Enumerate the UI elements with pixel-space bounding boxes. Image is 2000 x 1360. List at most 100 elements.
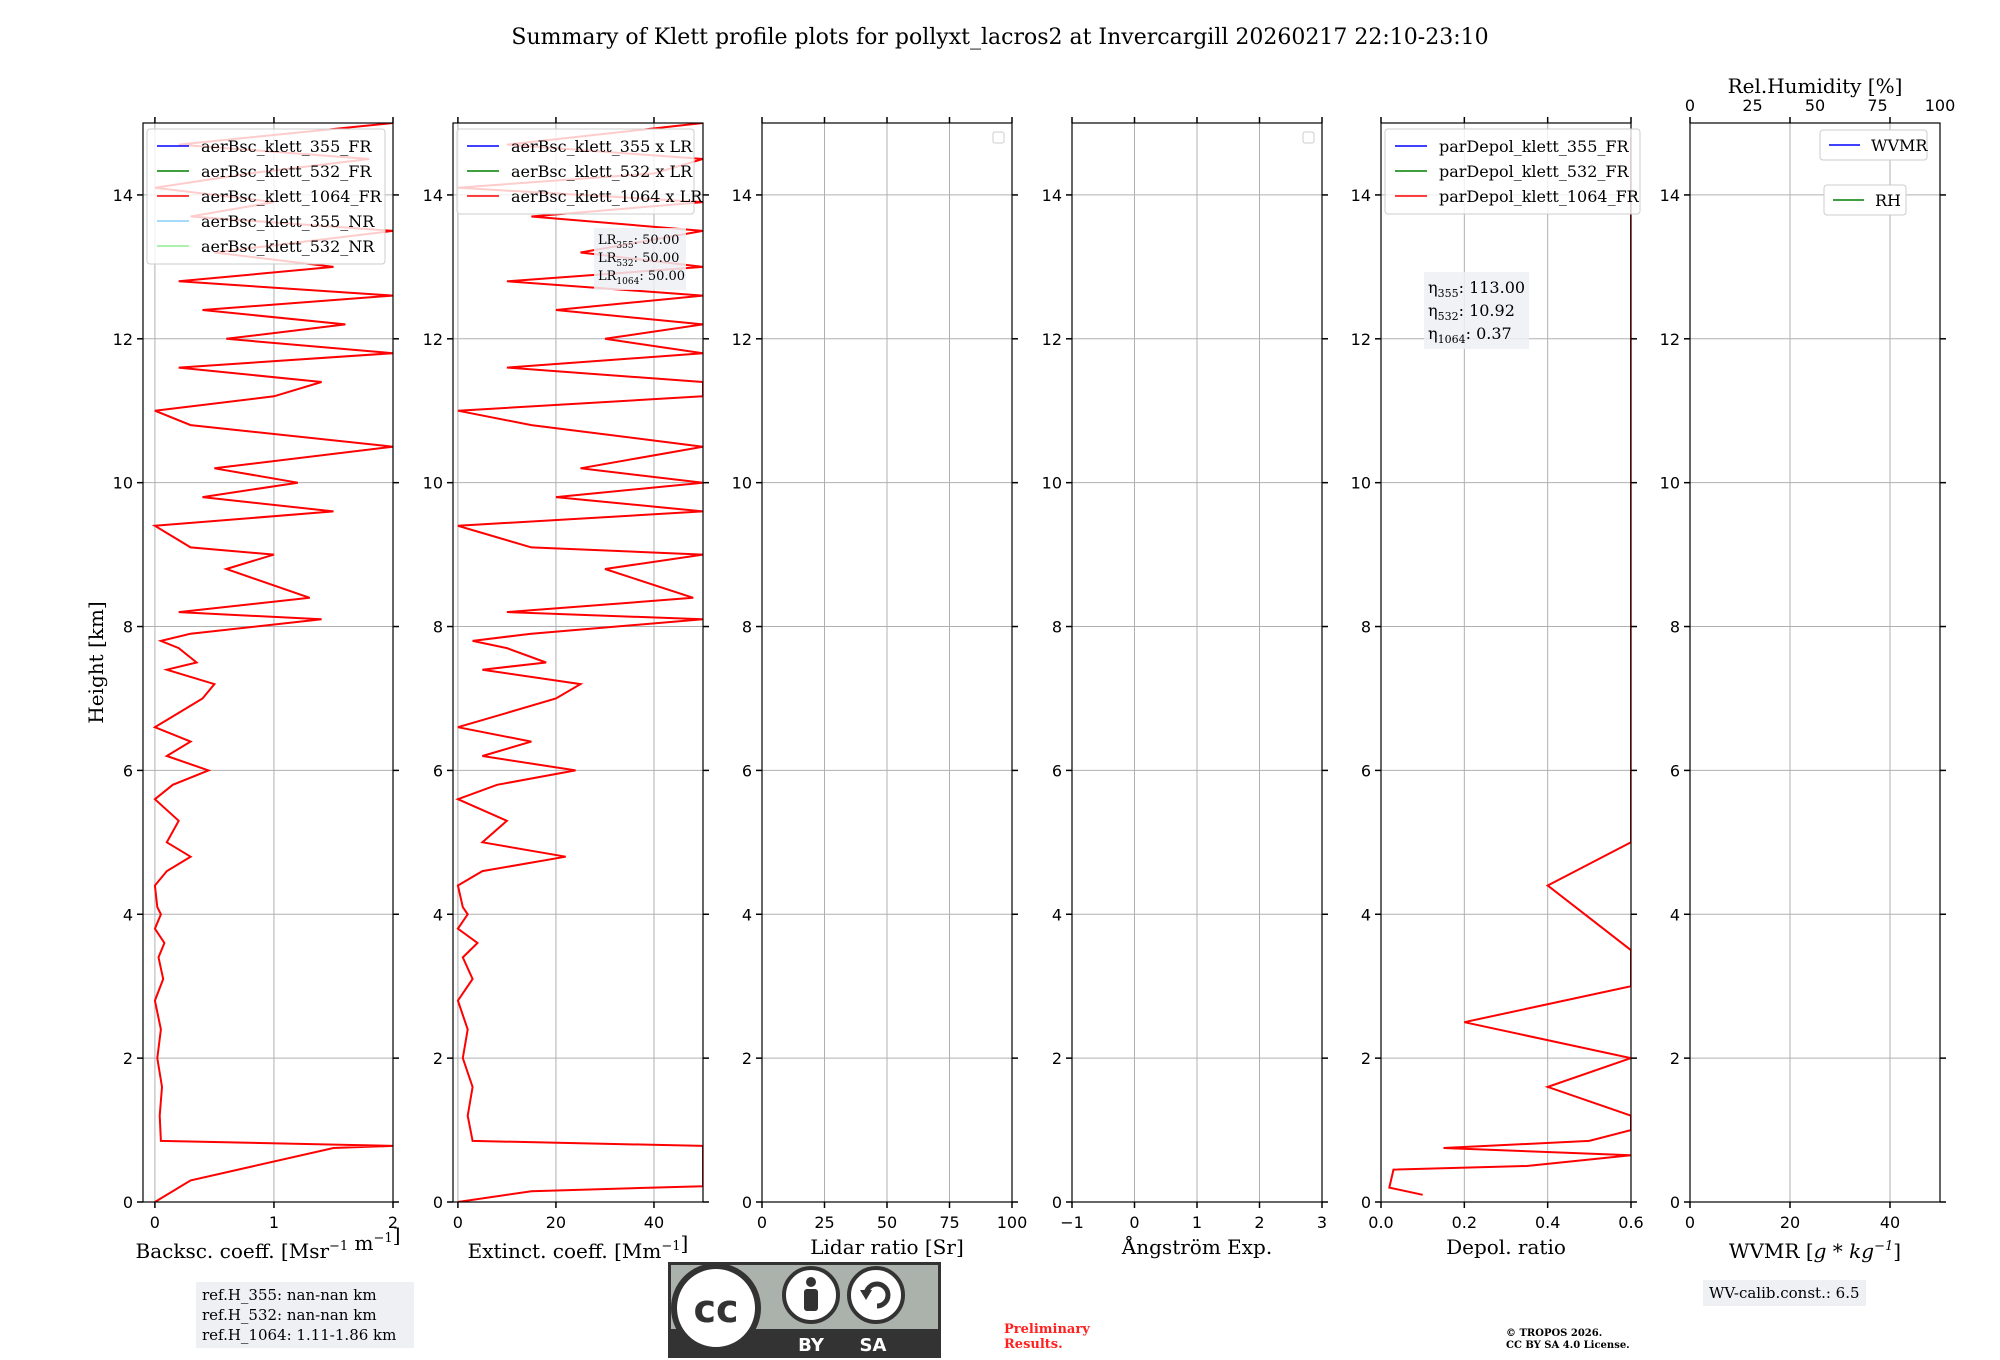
legend-frame xyxy=(146,128,386,265)
y-tick-label: 8 xyxy=(123,618,133,637)
y-tick-label: 12 xyxy=(1351,330,1371,349)
y-tick-label: 12 xyxy=(1042,330,1062,349)
y-tick-label: 2 xyxy=(433,1049,443,1068)
y-tick-label: 4 xyxy=(1670,905,1680,924)
y-tick-label: 2 xyxy=(1670,1049,1680,1068)
x-axis-label: WVMR [g * kg−1] xyxy=(1729,1239,1901,1263)
y-tick-label: 6 xyxy=(1361,761,1371,780)
copyright-note: © TROPOS 2026. CC BY SA 4.0 License. xyxy=(1506,1328,1630,1352)
y-tick-label: 6 xyxy=(742,761,752,780)
series-line-parDepol_klett_1064_FR xyxy=(1388,137,1631,1196)
y-tick-label: 8 xyxy=(1670,618,1680,637)
legend-frame xyxy=(1384,128,1641,215)
legend-frame xyxy=(1819,129,1928,161)
annotation-frame xyxy=(1424,272,1529,349)
badge-sa-text: SA xyxy=(860,1335,887,1356)
legend: parDepol_klett_355_FR parDepol_klett_532_… xyxy=(1384,128,1641,215)
legend-entry-label: aerBsc_klett_355_NR xyxy=(201,212,375,231)
x-tick-label: 0.2 xyxy=(1452,1213,1477,1232)
y-tick-label: 10 xyxy=(1042,474,1062,493)
y-tick-label: 0 xyxy=(742,1193,752,1212)
y-tick-label: 2 xyxy=(123,1049,133,1068)
secondary-x-tick-label: 100 xyxy=(1925,96,1956,115)
ref-height-532: ref.H_532: nan-nan km xyxy=(202,1306,377,1324)
y-tick-label: 6 xyxy=(1670,761,1680,780)
axes-frame xyxy=(1380,122,1632,1203)
empty-legend-box xyxy=(992,131,1005,144)
axes-frame xyxy=(1689,122,1941,1203)
panel-depol: 0.0 0.2 0.4 0.6 0 2 4 6 8 10 12 14 Depol. ratio parDe… xyxy=(1351,117,1644,1259)
cc-logo-text: cc xyxy=(693,1287,738,1331)
y-tick-label: 6 xyxy=(123,761,133,780)
figure-title: Summary of Klett profile plots for polly… xyxy=(511,25,1488,50)
empty-legend-box xyxy=(1302,131,1315,144)
legend-entry-label: parDepol_klett_355_FR xyxy=(1439,137,1630,156)
x-tick-label: 40 xyxy=(644,1213,664,1232)
y-tick-label: 14 xyxy=(732,186,752,205)
series-line-aerBsc_klett_1064_FR xyxy=(151,123,393,1202)
y-tick-label: 4 xyxy=(1361,905,1371,924)
share-alike-arrow-icon xyxy=(863,1281,891,1309)
legend-entry-label: aerBsc_klett_532_FR xyxy=(201,162,372,181)
y-tick-label: 8 xyxy=(1361,618,1371,637)
y-tick-label: 14 xyxy=(423,186,443,205)
share-alike-icon xyxy=(847,1266,905,1324)
y-tick-label: 4 xyxy=(123,905,133,924)
x-tick-label: 75 xyxy=(939,1213,959,1232)
x-tick-label: 0 xyxy=(453,1213,463,1232)
panel-lidar-ratio: 0 25 50 75 100 0 2 4 6 8 10 12 14 Lidar ratio [Sr] xyxy=(732,117,1027,1259)
copyright-line-2: CC BY SA 4.0 License. xyxy=(1506,1340,1630,1351)
series-line-aerBsc_klett_1064 x LR xyxy=(455,123,703,1202)
x-tick-label: 0.6 xyxy=(1618,1213,1643,1232)
annotation-text: LR532: 50.00 xyxy=(598,251,679,269)
y-tick-label: 4 xyxy=(433,905,443,924)
x-tick-label: 1 xyxy=(1192,1213,1202,1232)
y-tick-label: 4 xyxy=(1052,905,1062,924)
y-tick-label: 14 xyxy=(1042,186,1062,205)
x-axis-label: Extinct. coeff. [Mm−1] xyxy=(468,1231,689,1263)
y-tick-label: 2 xyxy=(742,1049,752,1068)
secondary-x-axis-label: Rel.Humidity [%] xyxy=(1728,74,1903,98)
axes-frame xyxy=(452,122,704,1203)
annotation-text: LR1064: 50.00 xyxy=(598,269,685,287)
annotation-text: η355: 113.00 xyxy=(1428,278,1525,300)
y-tick-label: 10 xyxy=(1660,474,1680,493)
y-tick-label: 0 xyxy=(1670,1193,1680,1212)
y-tick-label: 2 xyxy=(1052,1049,1062,1068)
secondary-x-tick-label: 75 xyxy=(1867,96,1887,115)
y-tick-label: 6 xyxy=(1052,761,1062,780)
share-alike-arrowhead-icon xyxy=(860,1290,872,1300)
y-tick-label: 0 xyxy=(433,1193,443,1212)
y-tick-label: 12 xyxy=(732,330,752,349)
legend-entry-label: RH xyxy=(1875,191,1901,210)
legend: aerBsc_klett_355 x LR aerBsc_klett_532 x … xyxy=(456,128,703,215)
y-tick-label: 0 xyxy=(1052,1193,1062,1212)
x-tick-label: 3 xyxy=(1317,1213,1327,1232)
y-tick-label: 14 xyxy=(1351,186,1371,205)
legend-frame xyxy=(1823,184,1907,216)
copyright-line-1: © TROPOS 2026. xyxy=(1506,1328,1603,1339)
y-tick-label: 12 xyxy=(113,330,133,349)
y-tick-label: 8 xyxy=(433,618,443,637)
y-tick-label: 0 xyxy=(1361,1193,1371,1212)
x-tick-label: 40 xyxy=(1880,1213,1900,1232)
preliminary-note: Preliminary Results. xyxy=(1004,1322,1090,1352)
legend-entry-label: aerBsc_klett_1064 x LR xyxy=(511,187,703,206)
axes-frame xyxy=(142,122,394,1203)
panel-wvmr: 0 20 40 0 2 4 6 8 10 12 14 WVMR [g * kg−1] 0 25 50 75 10… xyxy=(1660,74,1956,1263)
attribution-body-icon xyxy=(804,1289,818,1311)
x-tick-label: 2 xyxy=(388,1213,398,1232)
y-tick-label: 14 xyxy=(1660,186,1680,205)
legend-entry-label: aerBsc_klett_355 x LR xyxy=(511,137,693,156)
legend-entry-label: aerBsc_klett_1064_FR xyxy=(201,187,383,206)
legend-entry-label: aerBsc_klett_532_NR xyxy=(201,237,375,256)
y-tick-label: 12 xyxy=(1660,330,1680,349)
legend-frame xyxy=(456,128,695,215)
x-axis-label: Lidar ratio [Sr] xyxy=(810,1235,964,1259)
y-tick-label: 0 xyxy=(123,1193,133,1212)
legend-entry-label: parDepol_klett_532_FR xyxy=(1439,162,1630,181)
legend-entry-label: aerBsc_klett_532 x LR xyxy=(511,162,693,181)
cc-circle-icon xyxy=(671,1263,761,1353)
